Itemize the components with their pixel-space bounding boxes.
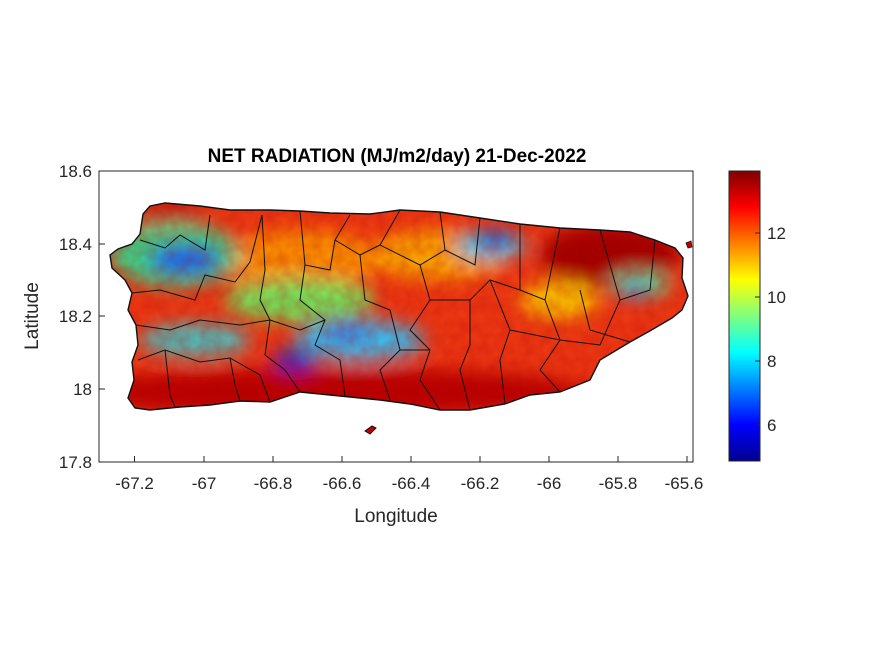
plot-title: NET RADIATION (MJ/m2/day) 21-Dec-2022 <box>208 146 587 167</box>
vieques-fragment <box>685 240 693 249</box>
y-tick-marks <box>99 170 105 463</box>
caja-de-muertos-island <box>364 425 377 435</box>
colorbar-gradient <box>728 170 761 462</box>
municipal-boundaries <box>131 209 656 410</box>
y-axis-title: Latitude <box>22 282 43 350</box>
colorbar-tick-label: 12 <box>767 224 786 243</box>
y-tick-label: 18 <box>73 380 92 399</box>
y-tick-label: 18.2 <box>59 307 92 326</box>
x-tick-label: -66.8 <box>254 474 293 493</box>
colorbar-tick-marks <box>755 232 760 426</box>
y-axis: 17.8 18 18.2 18.4 18.6 Latitude <box>22 162 105 472</box>
x-tick-label: -67.2 <box>115 474 154 493</box>
x-tick-label: -66.4 <box>392 474 431 493</box>
y-tick-label: 18.4 <box>59 235 92 254</box>
colorbar-tick-label: 6 <box>767 416 776 435</box>
x-tick-label: -67 <box>192 474 217 493</box>
x-axis-title: Longitude <box>354 506 437 527</box>
colorbar-tick-label: 10 <box>767 288 786 307</box>
y-tick-label: 18.6 <box>59 162 92 181</box>
y-tick-label: 17.8 <box>59 453 92 472</box>
x-axis: -67.2 -67 -66.8 -66.6 -66.4 -66.2 -66 -6… <box>115 456 703 527</box>
x-tick-label: -66.6 <box>323 474 362 493</box>
x-tick-label: -66 <box>537 474 562 493</box>
colorbar-tick-label: 8 <box>767 352 776 371</box>
x-tick-label: -66.2 <box>461 474 500 493</box>
colorbar: 6 8 10 12 <box>728 170 786 462</box>
x-tick-marks <box>134 456 688 462</box>
x-tick-label: -65.8 <box>599 474 638 493</box>
x-tick-label: -65.6 <box>665 474 704 493</box>
